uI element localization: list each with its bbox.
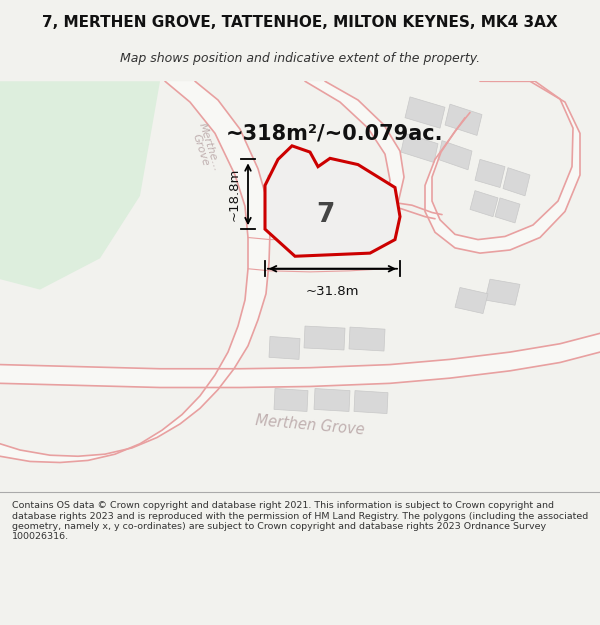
Polygon shape (354, 391, 388, 414)
Text: Merthe…
Grove: Merthe… Grove (188, 122, 222, 176)
Text: 7: 7 (316, 202, 334, 228)
Text: ~31.8m: ~31.8m (306, 286, 359, 298)
Polygon shape (269, 336, 300, 359)
Polygon shape (425, 81, 580, 253)
Text: Map shows position and indicative extent of the property.: Map shows position and indicative extent… (120, 52, 480, 65)
Polygon shape (503, 168, 530, 196)
Polygon shape (267, 201, 295, 224)
Polygon shape (265, 146, 400, 256)
Text: ~18.8m: ~18.8m (227, 168, 241, 221)
Polygon shape (401, 133, 438, 162)
Text: 7, MERTHEN GROVE, TATTENHOE, MILTON KEYNES, MK4 3AX: 7, MERTHEN GROVE, TATTENHOE, MILTON KEYN… (42, 15, 558, 30)
Polygon shape (455, 288, 488, 314)
Text: Contains OS data © Crown copyright and database right 2021. This information is : Contains OS data © Crown copyright and d… (12, 501, 588, 541)
Polygon shape (349, 327, 385, 351)
Polygon shape (470, 191, 498, 217)
Polygon shape (445, 104, 482, 136)
Polygon shape (485, 279, 520, 305)
Polygon shape (405, 97, 445, 128)
Polygon shape (305, 81, 404, 206)
Polygon shape (304, 326, 345, 350)
Polygon shape (0, 81, 270, 462)
Polygon shape (314, 389, 350, 411)
Polygon shape (495, 198, 520, 223)
Text: ~318m²/~0.079ac.: ~318m²/~0.079ac. (226, 123, 444, 143)
Polygon shape (475, 159, 505, 188)
Text: Merthen Grove: Merthen Grove (255, 412, 365, 437)
Polygon shape (267, 175, 295, 198)
Polygon shape (438, 141, 472, 170)
Polygon shape (0, 333, 600, 388)
Polygon shape (274, 389, 308, 411)
Polygon shape (0, 81, 160, 289)
